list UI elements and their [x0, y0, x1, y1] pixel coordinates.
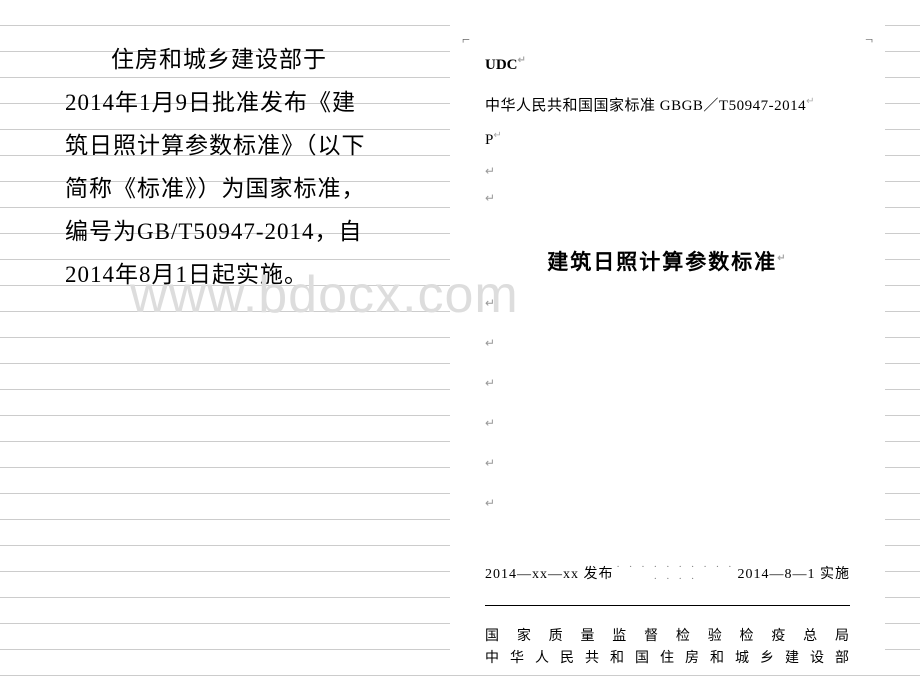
document-title: 建筑日照计算参数标准↵	[485, 246, 850, 276]
return-mark: ↵	[485, 164, 850, 179]
date-line: 2014—xx—xx 发布 · · · · · · · · · · · · · …	[485, 561, 850, 585]
udc-label: UDC↵	[485, 55, 850, 74]
return-mark: ↵	[485, 191, 850, 206]
dots-separator: · · · · · · · · · · · · · ·	[614, 561, 738, 585]
return-mark: ↵	[485, 456, 850, 471]
p-marker: P↵	[485, 130, 850, 149]
return-mark: ↵	[485, 496, 850, 511]
footer-line-1: 国 家 质 量 监 督 检 验 检 疫 总 局	[485, 626, 850, 648]
divider-line	[485, 605, 850, 606]
left-column-text: 住房和城乡建设部于2014年1月9日批准发布《建筑日照计算参数标准》（以下简称《…	[65, 38, 375, 296]
implement-date: 2014—8—1 实施	[738, 563, 851, 583]
gb-standard-header: 中华人民共和国国家标准 GBGB／T50947-2014↵	[485, 94, 850, 115]
corner-mark-tl: ⌐	[462, 33, 470, 49]
spacer-section: ↵ ↵ ↵ ↵ ↵ ↵	[485, 296, 850, 511]
document-preview: ⌐ ¬ UDC↵ 中华人民共和国国家标准 GBGB／T50947-2014↵ P…	[450, 25, 885, 665]
return-mark: ↵	[485, 416, 850, 431]
footer-line-2: 中 华 人 民 共 和 国 住 房 和 城 乡 建 设 部	[485, 648, 850, 670]
publish-date: 2014—xx—xx 发布	[485, 563, 614, 583]
return-mark: ↵	[485, 376, 850, 391]
return-mark: ↵	[485, 336, 850, 351]
main-paragraph: 住房和城乡建设部于2014年1月9日批准发布《建筑日照计算参数标准》（以下简称《…	[65, 38, 375, 296]
corner-mark-tr: ¬	[865, 33, 873, 49]
return-mark: ↵	[485, 296, 850, 311]
